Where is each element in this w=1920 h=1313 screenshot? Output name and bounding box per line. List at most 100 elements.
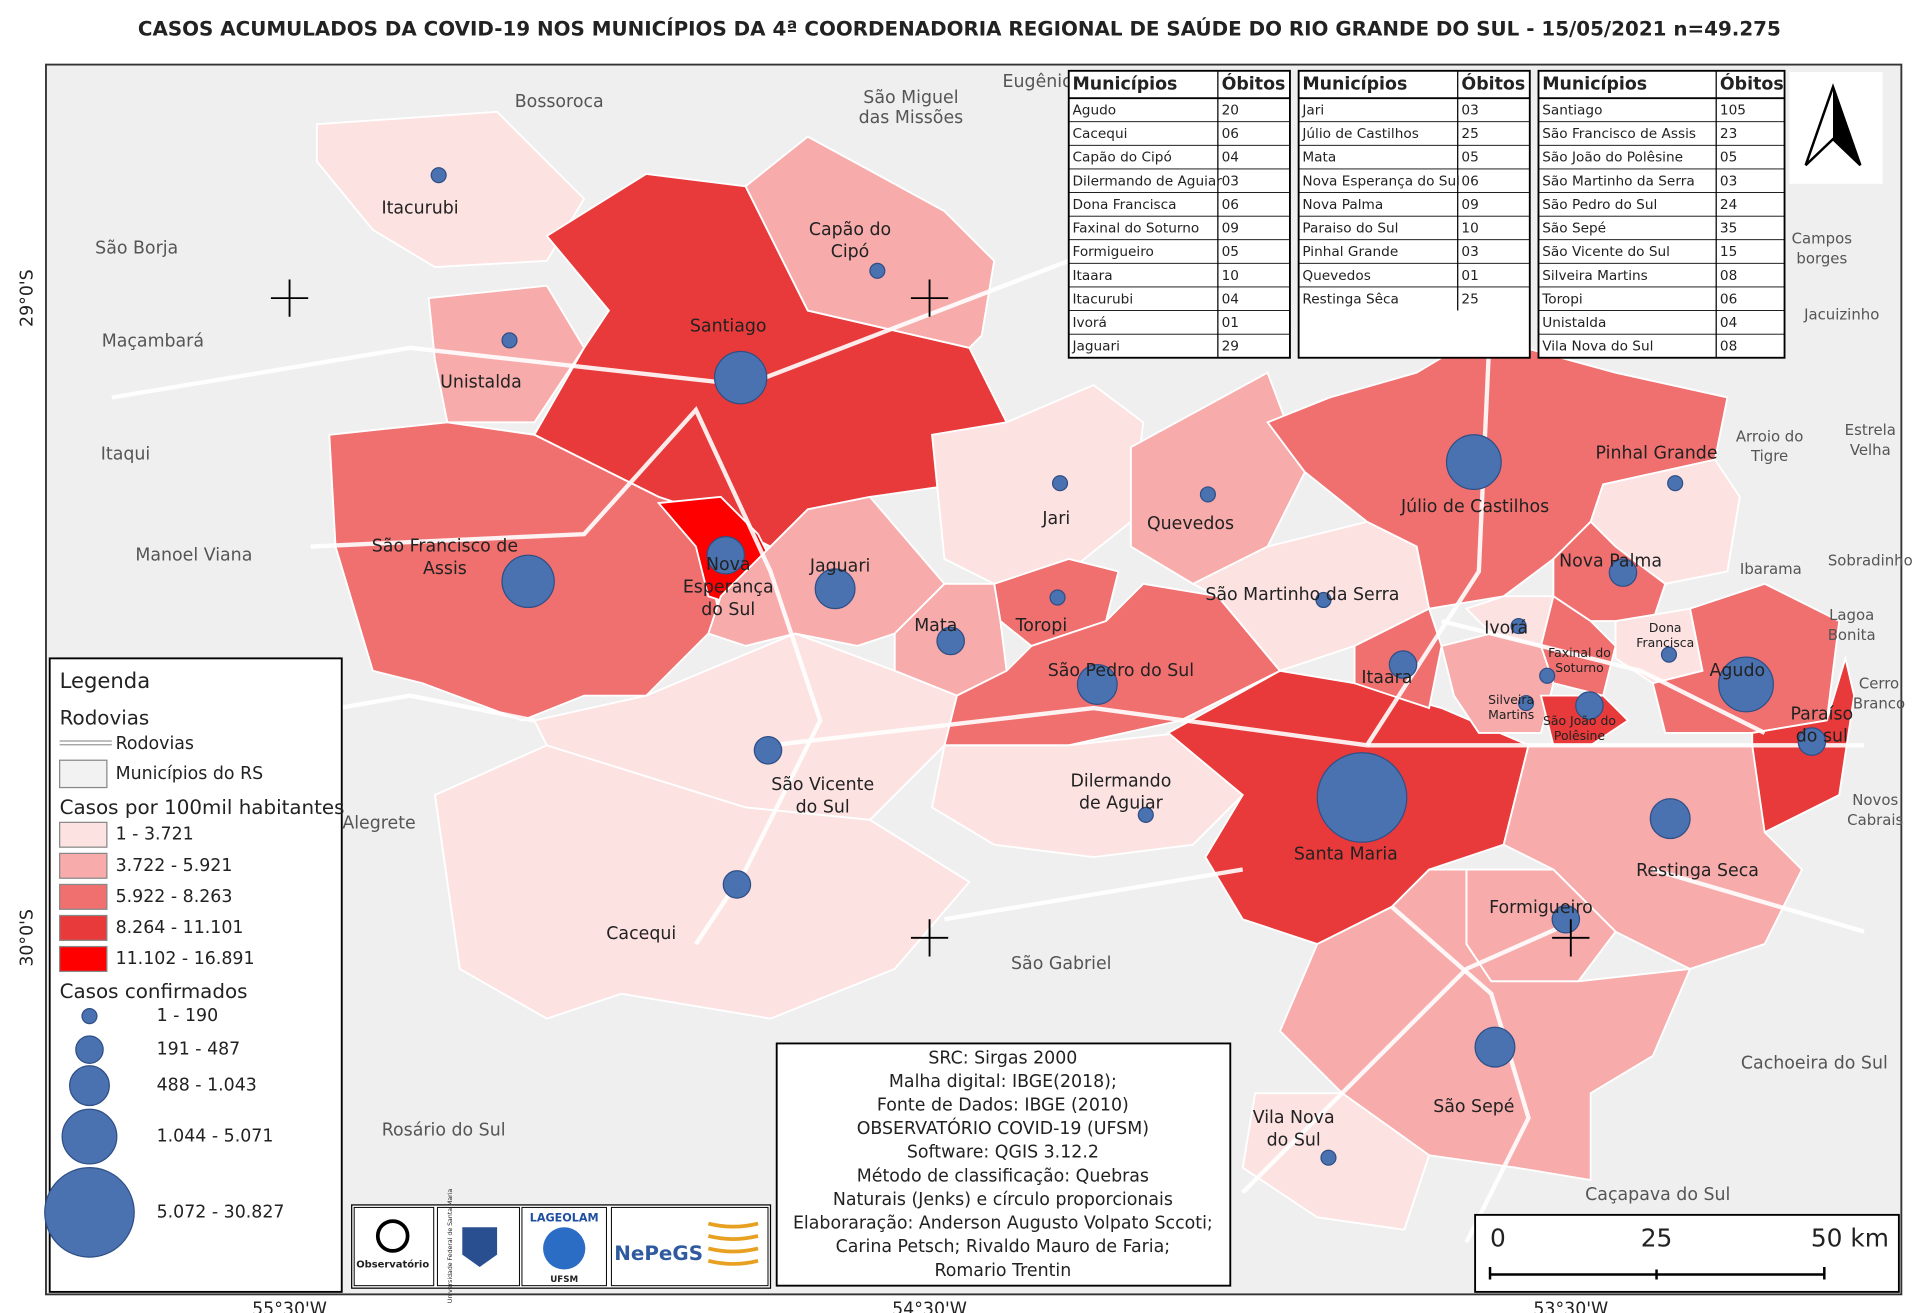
table-cell: Toropi <box>1541 291 1583 307</box>
case-circle <box>1718 656 1774 713</box>
map-label: Eugênio <box>1003 72 1073 92</box>
table-cell: 01 <box>1461 268 1478 284</box>
table-cell: São Sepé <box>1542 221 1606 237</box>
case-circle <box>936 626 965 656</box>
map-label: Branco <box>1853 694 1905 712</box>
legend-item: Municípios do RS <box>116 764 264 784</box>
table-cell: Silveira Martins <box>1542 268 1648 284</box>
map-label: do sul <box>1796 727 1848 747</box>
case-circle <box>869 262 886 279</box>
table-bg <box>1297 69 1531 359</box>
logo-box <box>610 1206 769 1287</box>
table-cell: 20 <box>1222 103 1239 119</box>
case-circle <box>706 536 746 575</box>
map-label: Bonita <box>1828 626 1876 644</box>
case-circle <box>501 554 555 609</box>
map-label: Cacequi <box>606 924 676 944</box>
map-label: Itacurubi <box>381 199 458 219</box>
table-bg <box>1067 69 1291 359</box>
municipality-shape <box>930 731 1245 859</box>
table-cell: 03 <box>1461 103 1478 119</box>
table-cell: Júlio de Castilhos <box>1301 126 1418 142</box>
map-label: Bossoroca <box>515 92 604 112</box>
case-circle <box>1316 752 1408 843</box>
case-circle <box>1445 434 1502 491</box>
rate-swatch <box>59 945 108 973</box>
table-header: Óbitos <box>1222 72 1286 94</box>
map-label: Campos <box>1792 230 1853 248</box>
legend-item: Rodovias <box>116 734 194 754</box>
table-cell: Dilermando de Aguiar <box>1072 173 1222 189</box>
map-label: Pinhal Grande <box>1596 443 1718 463</box>
map-label: do Sul <box>1267 1130 1321 1150</box>
map-label: Martins <box>1488 707 1534 722</box>
table-cell: 08 <box>1720 268 1737 284</box>
table-cell: São João do Polêsine <box>1542 150 1683 166</box>
info-line: Método de classificação: Quebras <box>857 1166 1149 1186</box>
case-circle <box>1199 486 1216 503</box>
table-cell: 06 <box>1720 291 1737 307</box>
case-circle <box>1575 691 1604 720</box>
map-label: Formigueiro <box>1489 898 1593 918</box>
map-label: Ibarama <box>1740 560 1802 578</box>
rate-swatch <box>59 821 108 848</box>
map-label: Caçapava do Sul <box>1585 1185 1730 1205</box>
legend-item: 488 - 1.043 <box>157 1076 257 1096</box>
map-label: Esperança <box>683 578 774 598</box>
logo-text: Universidade Federal de Santa Maria <box>447 1189 454 1304</box>
legend-item: 1.044 - 5.071 <box>157 1127 274 1147</box>
table-cell: São Martinho da Serra <box>1542 173 1695 189</box>
lon-label: 55°30'W <box>252 1299 327 1313</box>
case-circle <box>1076 663 1118 705</box>
case-circle <box>1551 904 1581 934</box>
table-cell: 08 <box>1720 339 1737 355</box>
table-cell: 04 <box>1222 150 1239 166</box>
municipality-shape <box>427 284 586 424</box>
map-label: Assis <box>423 559 467 579</box>
case-circle <box>1315 591 1332 609</box>
map-label: de Aguiar <box>1079 794 1164 814</box>
map-label: Lagoa <box>1829 606 1874 624</box>
info-box <box>775 1042 1232 1287</box>
scale-label: 50 km <box>1811 1224 1889 1253</box>
legend-item: 191 - 487 <box>157 1040 241 1060</box>
map-label: Maçambará <box>102 332 204 352</box>
map-label: Dona <box>1649 620 1682 635</box>
legend-heading: Rodovias <box>60 707 150 730</box>
info-line: Malha digital: IBGE(2018); <box>889 1072 1117 1092</box>
map-label: Rosário do Sul <box>382 1120 506 1140</box>
table-cell: Capão do Cipó <box>1072 150 1171 166</box>
table-cell: Nova Esperança do Sul <box>1302 173 1460 189</box>
map-label: São Miguel <box>863 88 958 108</box>
table-cell: 15 <box>1720 244 1737 260</box>
rate-swatch <box>59 914 108 941</box>
map-label: Velha <box>1850 441 1891 459</box>
lat-label: 29°0'S <box>17 269 37 327</box>
table-cell: 09 <box>1222 221 1239 237</box>
muni-swatch <box>59 759 108 789</box>
table-cell: 06 <box>1222 197 1239 213</box>
scale-label: 25 <box>1641 1224 1673 1253</box>
case-circle <box>1539 667 1556 684</box>
case-circle <box>753 736 783 765</box>
lon-label: 53°30'W <box>1533 1299 1608 1313</box>
case-circle <box>1320 1149 1337 1166</box>
lon-label: 54°30'W <box>892 1299 967 1313</box>
title: CASOS ACUMULADOS DA COVID-19 NOS MUNICÍP… <box>138 16 1781 40</box>
case-circle <box>501 332 518 349</box>
map-label: do Sul <box>701 600 755 620</box>
table-cell: 05 <box>1720 150 1737 166</box>
road <box>310 406 823 946</box>
map-label: Soturno <box>1555 660 1604 675</box>
size-swatch <box>75 1035 104 1064</box>
map-label: Dilermando <box>1071 771 1172 791</box>
case-circle <box>713 350 768 405</box>
table-cell: 03 <box>1461 244 1478 260</box>
grid-cross <box>910 279 949 317</box>
info-line: Software: QGIS 3.12.2 <box>907 1143 1099 1163</box>
case-circle <box>1510 617 1527 635</box>
table-cell: São Pedro do Sul <box>1542 197 1657 213</box>
map-label: Unistalda <box>440 373 522 393</box>
case-circle <box>1608 558 1638 587</box>
map-label: São Gabriel <box>1011 954 1111 974</box>
